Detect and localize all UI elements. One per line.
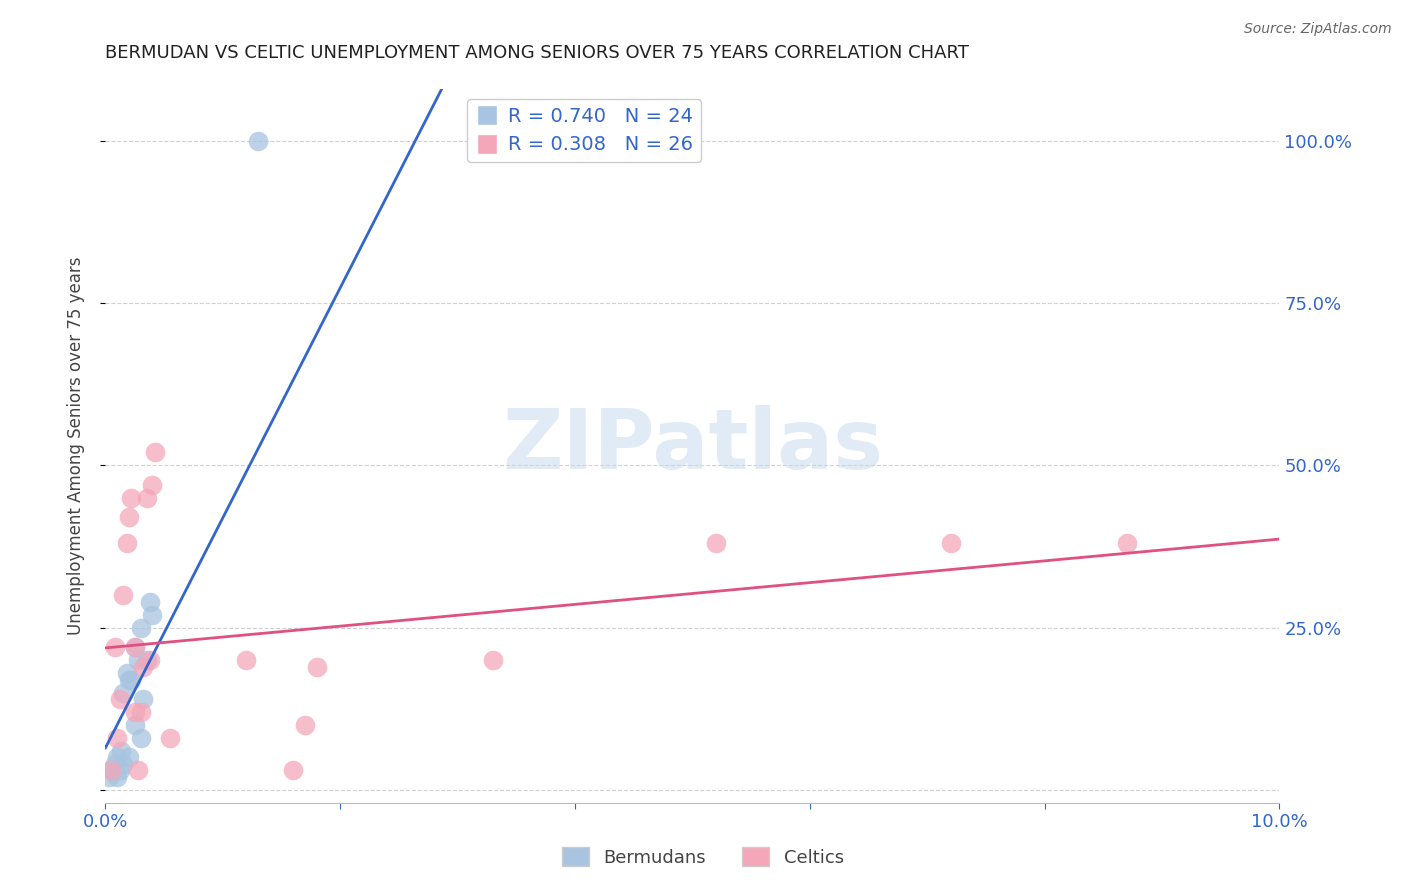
Point [98,770,121,784]
Point [159,731,181,745]
Point [100,764,122,778]
Point [135,653,157,667]
Point [127,653,149,667]
Point [104,756,127,771]
Point [141,478,163,492]
Point [118,750,141,764]
Point [470,134,492,148]
Point [305,659,328,673]
Point [120,491,142,505]
Point [112,588,135,602]
Point [124,640,146,654]
Point [129,621,152,635]
Text: Source: ZipAtlas.com: Source: ZipAtlas.com [1244,22,1392,37]
Legend: Bermudans, Celtics: Bermudans, Celtics [555,840,851,874]
Point [143,445,166,459]
Point [112,756,135,771]
Point [247,134,270,148]
Point [112,685,135,699]
Point [139,595,162,609]
Point [704,536,727,550]
Point [124,640,146,654]
Point [141,607,163,622]
Point [105,750,128,764]
Point [124,705,146,719]
Point [135,491,157,505]
Point [110,744,132,758]
Point [129,731,152,745]
Point [100,764,122,778]
Point [118,510,141,524]
Point [108,764,131,778]
Point [124,718,146,732]
Point [132,659,155,673]
Point [105,731,128,745]
Point [108,692,131,706]
Text: BERMUDAN VS CELTIC UNEMPLOYMENT AMONG SENIORS OVER 75 YEARS CORRELATION CHART: BERMUDAN VS CELTIC UNEMPLOYMENT AMONG SE… [105,45,969,62]
Point [283,764,305,778]
Point [482,653,505,667]
Text: ZIPatlas: ZIPatlas [502,406,883,486]
Point [294,718,316,732]
Point [1115,536,1137,550]
Legend: R = 0.740   N = 24, R = 0.308   N = 26: R = 0.740 N = 24, R = 0.308 N = 26 [467,99,702,162]
Point [129,705,152,719]
Point [120,673,142,687]
Point [127,764,149,778]
Y-axis label: Unemployment Among Seniors over 75 years: Unemployment Among Seniors over 75 years [66,257,84,635]
Point [105,770,128,784]
Point [118,673,141,687]
Point [139,653,162,667]
Point [115,666,138,681]
Point [115,536,138,550]
Point [939,536,962,550]
Point [104,640,127,654]
Point [132,692,155,706]
Point [235,653,257,667]
